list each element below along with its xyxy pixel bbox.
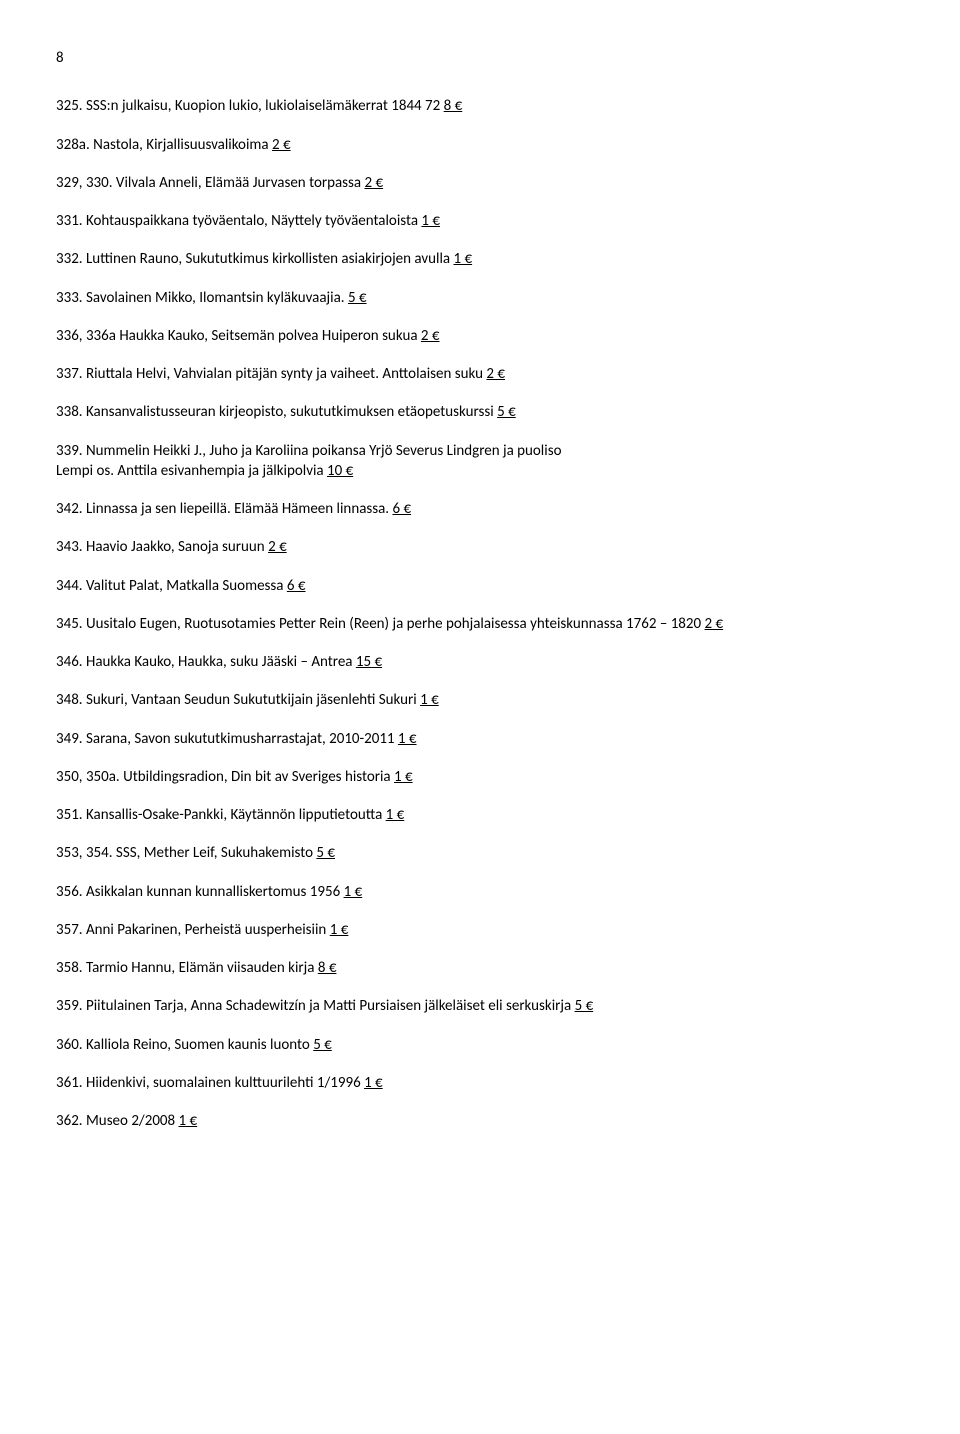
- entry: 358. Tarmio Hannu, Elämän viisauden kirj…: [56, 958, 904, 978]
- entry-text: 348. Sukuri, Vantaan Seudun Sukututkijai…: [56, 691, 420, 709]
- entry-text: 342. Linnassa ja sen liepeillä. Elämää H…: [56, 500, 392, 518]
- entry-text: 359. Piitulainen Tarja, Anna Schadewitzí…: [56, 997, 575, 1015]
- entry-price: 1 €: [394, 768, 413, 786]
- entry-text: 338. Kansanvalistusseuran kirjeopisto, s…: [56, 403, 497, 421]
- entry-text: 344. Valitut Palat, Matkalla Suomessa: [56, 577, 287, 595]
- entry-text: 353, 354. SSS, Mether Leif, Sukuhakemist…: [56, 844, 316, 862]
- entry-text: 345. Uusitalo Eugen, Ruotusotamies Pette…: [56, 615, 705, 633]
- entry: 336, 336a Haukka Kauko, Seitsemän polvea…: [56, 326, 904, 346]
- entry-text: 333. Savolainen Mikko, Ilomantsin kyläku…: [56, 289, 348, 307]
- entry-price: 5 €: [497, 403, 516, 421]
- entry-text: 325. SSS:n julkaisu, Kuopion lukio, luki…: [56, 97, 444, 115]
- entry-price: 15 €: [356, 653, 382, 671]
- entry: 353, 354. SSS, Mether Leif, Sukuhakemist…: [56, 843, 904, 863]
- entry-price: 2 €: [268, 538, 287, 556]
- entry: 345. Uusitalo Eugen, Ruotusotamies Pette…: [56, 614, 904, 634]
- entry: 343. Haavio Jaakko, Sanoja suruun 2 €: [56, 537, 904, 557]
- entry: 344. Valitut Palat, Matkalla Suomessa 6 …: [56, 576, 904, 596]
- entry-price: 6 €: [287, 577, 306, 595]
- entry-price: 2 €: [705, 615, 724, 633]
- entry: 348. Sukuri, Vantaan Seudun Sukututkijai…: [56, 690, 904, 710]
- entry: 346. Haukka Kauko, Haukka, suku Jääski –…: [56, 652, 904, 672]
- entry-text: 349. Sarana, Savon sukututkimusharrastaj…: [56, 730, 398, 748]
- entry: 333. Savolainen Mikko, Ilomantsin kyläku…: [56, 288, 904, 308]
- entry-text: 332. Luttinen Rauno, Sukututkimus kirkol…: [56, 250, 453, 268]
- entry-price: 1 €: [453, 250, 472, 268]
- entry: 359. Piitulainen Tarja, Anna Schadewitzí…: [56, 996, 904, 1016]
- entry: 325. SSS:n julkaisu, Kuopion lukio, luki…: [56, 96, 904, 116]
- entry-text: 361. Hiidenkivi, suomalainen kulttuurile…: [56, 1074, 364, 1092]
- entry-text: 331. Kohtauspaikkana työväentalo, Näytte…: [56, 212, 421, 230]
- entry: 342. Linnassa ja sen liepeillä. Elämää H…: [56, 499, 904, 519]
- entry: 351. Kansallis-Osake-Pankki, Käytännön l…: [56, 805, 904, 825]
- entry: 357. Anni Pakarinen, Perheistä uusperhei…: [56, 920, 904, 940]
- entry: 337. Riuttala Helvi, Vahvialan pitäjän s…: [56, 364, 904, 384]
- entry-text: 351. Kansallis-Osake-Pankki, Käytännön l…: [56, 806, 386, 824]
- entry-price: 5 €: [316, 844, 335, 862]
- entry: 331. Kohtauspaikkana työväentalo, Näytte…: [56, 211, 904, 231]
- entry-price: 1 €: [179, 1112, 198, 1130]
- entry-price: 8 €: [318, 959, 337, 977]
- entry-text: 350, 350a. Utbildingsradion, Din bit av …: [56, 768, 394, 786]
- entry-price: 2 €: [421, 327, 440, 345]
- entry: 362. Museo 2/2008 1 €: [56, 1111, 904, 1131]
- entry-price: 2 €: [486, 365, 505, 383]
- entry-price: 5 €: [313, 1036, 332, 1054]
- entry-price: 1 €: [386, 806, 405, 824]
- entry-text: 343. Haavio Jaakko, Sanoja suruun: [56, 538, 268, 556]
- entry-text: 336, 336a Haukka Kauko, Seitsemän polvea…: [56, 327, 421, 345]
- entry-text: 360. Kalliola Reino, Suomen kaunis luont…: [56, 1036, 313, 1054]
- entry-price: 1 €: [330, 921, 349, 939]
- entry-text: Lempi os. Anttila esivanhempia ja jälkip…: [56, 462, 327, 480]
- entry-text: 329, 330. Vilvala Anneli, Elämää Jurvase…: [56, 174, 364, 192]
- entry-price: 5 €: [575, 997, 594, 1015]
- entry: 332. Luttinen Rauno, Sukututkimus kirkol…: [56, 249, 904, 269]
- entry-text: 328a. Nastola, Kirjallisuusvalikoima: [56, 136, 272, 154]
- entry-price: 8 €: [444, 97, 463, 115]
- entry-line2: Lempi os. Anttila esivanhempia ja jälkip…: [56, 461, 904, 481]
- entry-price: 6 €: [392, 500, 411, 518]
- entry-price: 1 €: [398, 730, 417, 748]
- entry-price: 1 €: [344, 883, 363, 901]
- entry-text: 346. Haukka Kauko, Haukka, suku Jääski –…: [56, 653, 356, 671]
- entry-text: 356. Asikkalan kunnan kunnalliskertomus …: [56, 883, 344, 901]
- entry-price: 1 €: [364, 1074, 383, 1092]
- entry-price: 10 €: [327, 462, 353, 480]
- entry: 360. Kalliola Reino, Suomen kaunis luont…: [56, 1035, 904, 1055]
- entry-price: 1 €: [421, 212, 440, 230]
- entry-text: 358. Tarmio Hannu, Elämän viisauden kirj…: [56, 959, 318, 977]
- entry-price: 2 €: [272, 136, 291, 154]
- entry: 349. Sarana, Savon sukututkimusharrastaj…: [56, 729, 904, 749]
- entry: 329, 330. Vilvala Anneli, Elämää Jurvase…: [56, 173, 904, 193]
- entry: 328a. Nastola, Kirjallisuusvalikoima 2 €: [56, 135, 904, 155]
- page-number: 8: [56, 48, 904, 68]
- entry: 339. Nummelin Heikki J., Juho ja Karolii…: [56, 441, 904, 482]
- entry: 338. Kansanvalistusseuran kirjeopisto, s…: [56, 402, 904, 422]
- entry-text: 337. Riuttala Helvi, Vahvialan pitäjän s…: [56, 365, 486, 383]
- entry: 361. Hiidenkivi, suomalainen kulttuurile…: [56, 1073, 904, 1093]
- entry-price: 5 €: [348, 289, 367, 307]
- entry-price: 1 €: [420, 691, 439, 709]
- entry-line1: 339. Nummelin Heikki J., Juho ja Karolii…: [56, 441, 904, 461]
- entry-text: 362. Museo 2/2008: [56, 1112, 179, 1130]
- entry: 356. Asikkalan kunnan kunnalliskertomus …: [56, 882, 904, 902]
- entries-list: 325. SSS:n julkaisu, Kuopion lukio, luki…: [56, 96, 904, 1131]
- entry-text: 357. Anni Pakarinen, Perheistä uusperhei…: [56, 921, 330, 939]
- entry: 350, 350a. Utbildingsradion, Din bit av …: [56, 767, 904, 787]
- entry-price: 2 €: [364, 174, 383, 192]
